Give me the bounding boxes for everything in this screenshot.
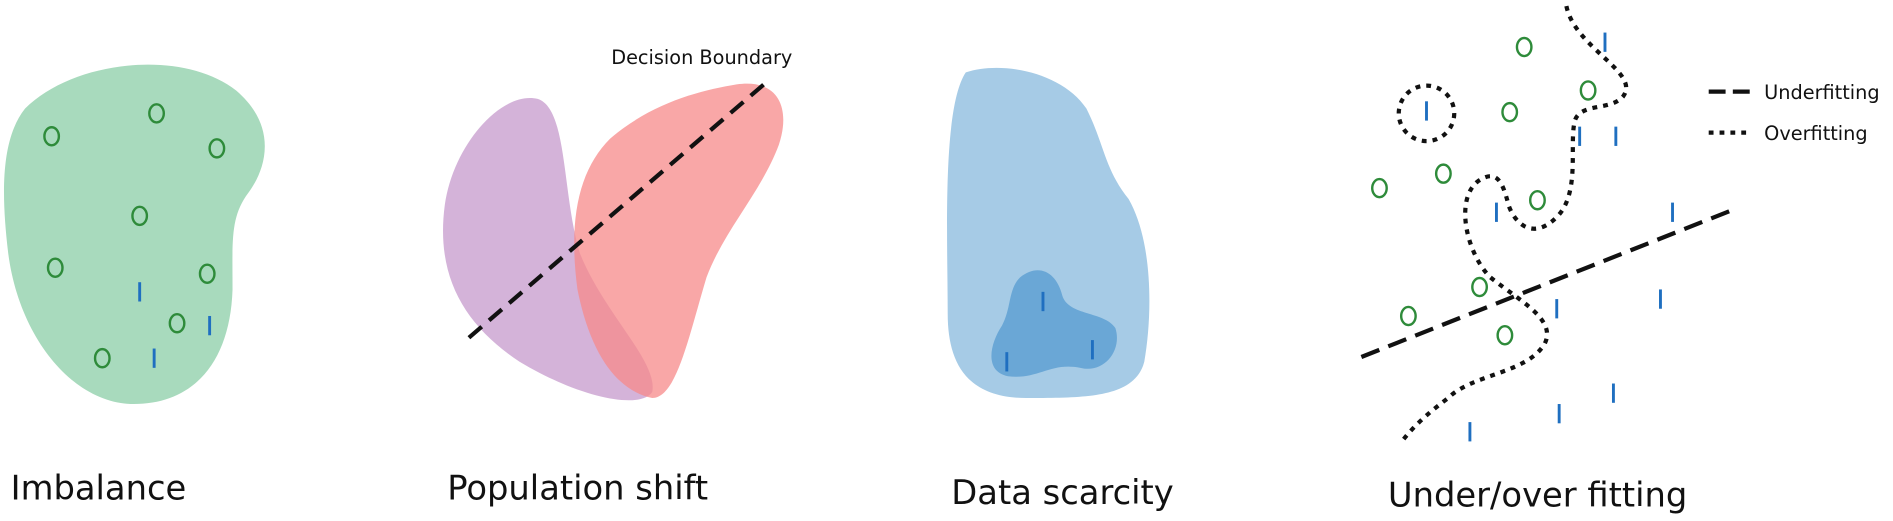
panel-title: Population shift (447, 468, 708, 507)
points (1371, 32, 1674, 442)
class-o-marker (1529, 189, 1546, 211)
class-o-marker (1399, 305, 1417, 327)
class-o-marker (46, 257, 64, 278)
sparse-region (991, 270, 1117, 377)
class-o-marker (1471, 276, 1489, 298)
class-o-marker (131, 205, 149, 227)
class-o-marker (168, 312, 186, 334)
class-o-marker (1434, 163, 1452, 184)
overfit-circle (1396, 83, 1457, 144)
class-o-marker (93, 347, 111, 369)
panel-title: Under/over fitting (1388, 476, 1687, 515)
overfitting-curve (1398, 5, 1629, 446)
data-region (947, 67, 1150, 398)
class-o-marker (43, 126, 61, 147)
underfitting-line (1360, 207, 1734, 359)
legend-label: Underfitting (1764, 81, 1879, 104)
class-o-marker (208, 138, 226, 159)
points (1005, 291, 1094, 372)
class-o-marker (1515, 36, 1533, 58)
class-region (4, 64, 265, 405)
panel-title: Data scarcity (951, 473, 1173, 512)
class-o-marker (1579, 80, 1597, 101)
points (43, 103, 226, 369)
class-o-marker (148, 103, 165, 124)
class-o-marker (1371, 177, 1388, 199)
class-o-marker (198, 263, 216, 285)
class-o-marker (1496, 325, 1514, 346)
population-b (574, 83, 784, 398)
annotation: Decision Boundary (611, 46, 792, 69)
legend-label: Overfitting (1764, 122, 1867, 145)
decision-boundary (467, 79, 770, 340)
panel-title: Imbalance (11, 468, 187, 507)
class-o-marker (1501, 101, 1519, 123)
